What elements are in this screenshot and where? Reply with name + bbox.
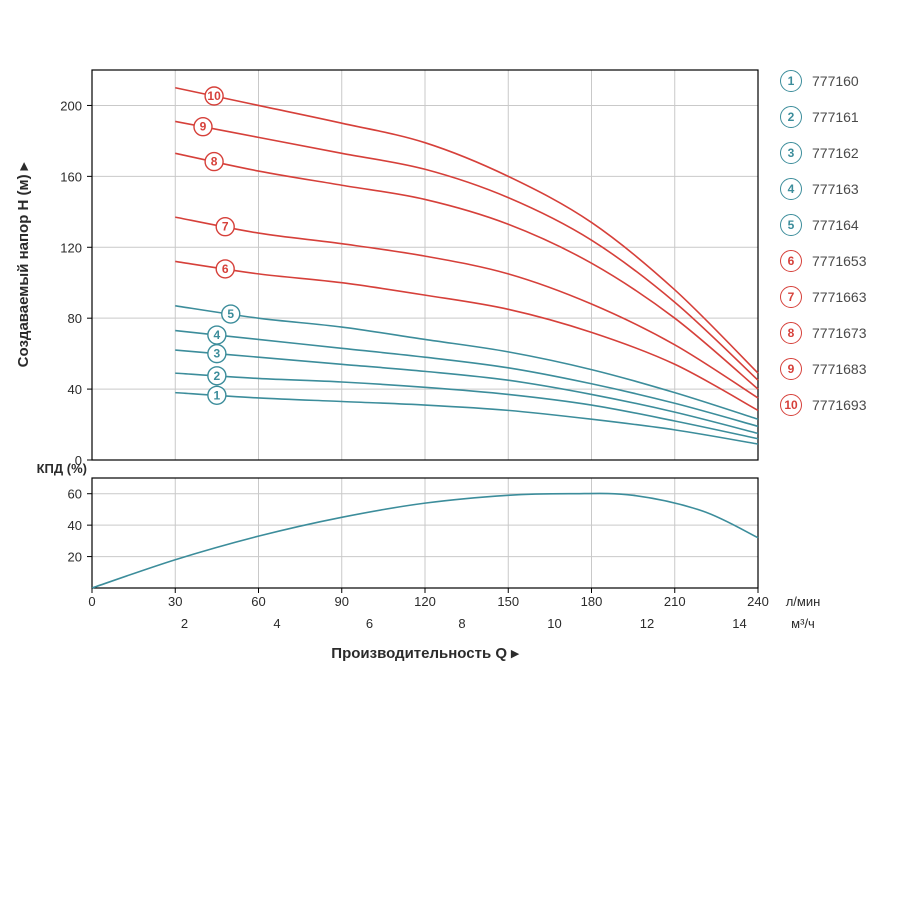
legend-row-5: 5 777164 (780, 214, 867, 236)
legend-row-7: 7 7771663 (780, 286, 867, 308)
x-lmin-tick-label: 90 (335, 594, 349, 609)
y-eff-title: КПД (%) (37, 461, 87, 476)
x-m3h-tick-label: 10 (547, 616, 561, 631)
series-badge-label-2: 2 (214, 369, 221, 383)
legend-label-6: 7771653 (812, 253, 867, 269)
series-curve-9 (175, 121, 758, 380)
x-m3h-tick-label: 14 (732, 616, 746, 631)
legend-badge-4: 4 (780, 178, 802, 200)
legend-badge-3: 3 (780, 142, 802, 164)
legend-badge-6: 6 (780, 250, 802, 272)
legend-row-1: 1 777160 (780, 70, 867, 92)
legend-label-8: 7771673 (812, 325, 867, 341)
series-badge-label-4: 4 (214, 328, 221, 342)
series-curve-8 (175, 153, 758, 389)
legend-label-7: 7771663 (812, 289, 867, 305)
series-badge-label-1: 1 (214, 388, 221, 402)
legend: 1 777160 2 777161 3 777162 4 777163 5 777164 6 7771… (780, 70, 867, 430)
y-main-tick-label: 200 (60, 98, 82, 113)
x-lmin-tick-label: 120 (414, 594, 436, 609)
legend-label-10: 7771693 (812, 397, 867, 413)
y-eff-tick-label: 60 (68, 487, 82, 502)
x-m3h-tick-label: 12 (640, 616, 654, 631)
legend-label-4: 777163 (812, 181, 859, 197)
y-main-title: Создаваемый напор H (м) ▸ (15, 161, 32, 367)
x-axis-title: Производительность Q ▸ (331, 645, 520, 662)
legend-badge-2: 2 (780, 106, 802, 128)
legend-row-3: 3 777162 (780, 142, 867, 164)
legend-label-2: 777161 (812, 109, 859, 125)
y-main-tick-label: 80 (68, 311, 82, 326)
x-lmin-unit: л/мин (786, 594, 821, 609)
series-badge-label-10: 10 (207, 89, 221, 103)
y-eff-tick-label: 40 (68, 518, 82, 533)
x-m3h-tick-label: 6 (366, 616, 373, 631)
legend-row-2: 2 777161 (780, 106, 867, 128)
legend-badge-8: 8 (780, 322, 802, 344)
legend-badge-10: 10 (780, 394, 802, 416)
series-badge-label-6: 6 (222, 262, 229, 276)
x-lmin-tick-label: 0 (88, 594, 95, 609)
y-main-tick-label: 120 (60, 240, 82, 255)
x-lmin-tick-label: 30 (168, 594, 182, 609)
y-main-tick-label: 40 (68, 382, 82, 397)
legend-row-4: 4 777163 (780, 178, 867, 200)
series-curve-1 (175, 393, 758, 444)
x-lmin-tick-label: 180 (581, 594, 603, 609)
legend-row-8: 8 7771673 (780, 322, 867, 344)
series-badge-label-8: 8 (211, 155, 218, 169)
x-lmin-tick-label: 150 (497, 594, 519, 609)
legend-label-1: 777160 (812, 73, 859, 89)
legend-label-3: 777162 (812, 145, 859, 161)
eff-grid (92, 478, 758, 588)
main-grid (92, 70, 758, 460)
x-lmin-tick-label: 240 (747, 594, 769, 609)
legend-badge-7: 7 (780, 286, 802, 308)
pump-chart-page: 1234567891004080120160200Создаваемый нап… (0, 0, 908, 908)
x-lmin-tick-label: 210 (664, 594, 686, 609)
chart-canvas: 1234567891004080120160200Создаваемый нап… (0, 0, 908, 908)
legend-row-10: 10 7771693 (780, 394, 867, 416)
legend-label-5: 777164 (812, 217, 859, 233)
legend-row-6: 6 7771653 (780, 250, 867, 272)
x-m3h-tick-label: 8 (458, 616, 465, 631)
legend-badge-9: 9 (780, 358, 802, 380)
series-curve-6 (175, 261, 758, 410)
y-main-tick-label: 160 (60, 169, 82, 184)
series-curve-7 (175, 217, 758, 398)
y-eff-tick-label: 20 (68, 550, 82, 565)
x-m3h-tick-label: 4 (273, 616, 280, 631)
legend-row-9: 9 7771683 (780, 358, 867, 380)
x-m3h-tick-label: 2 (181, 616, 188, 631)
legend-badge-1: 1 (780, 70, 802, 92)
series-badge-label-9: 9 (200, 120, 207, 134)
x-lmin-tick-label: 60 (251, 594, 265, 609)
series-badge-label-5: 5 (227, 307, 234, 321)
series-curve-10 (175, 88, 758, 373)
x-m3h-unit: м³/ч (791, 616, 815, 631)
legend-label-9: 7771683 (812, 361, 867, 377)
legend-badge-5: 5 (780, 214, 802, 236)
series-badge-label-7: 7 (222, 220, 229, 234)
series-badge-label-3: 3 (214, 347, 221, 361)
